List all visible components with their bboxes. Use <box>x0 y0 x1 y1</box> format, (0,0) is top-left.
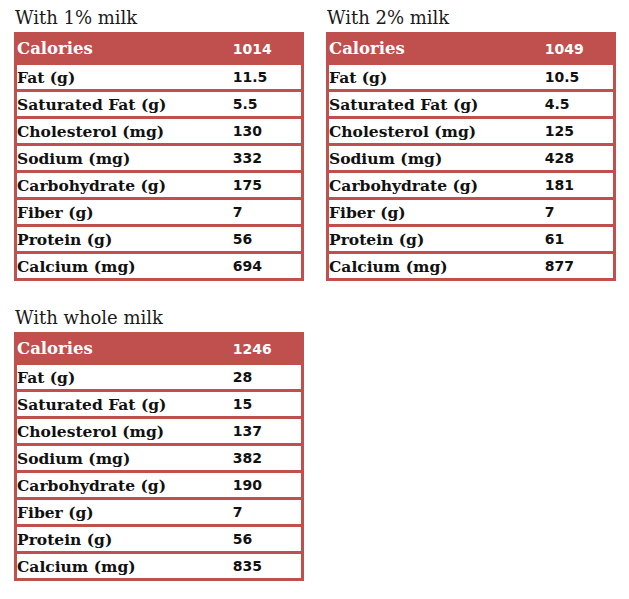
nutrient-label: Fiber (g) <box>16 199 233 226</box>
nutrient-value: 56 <box>233 526 303 553</box>
table-title: With 2% milk <box>327 6 616 29</box>
nutrient-value: 4.5 <box>545 91 615 118</box>
nutrient-value: 1049 <box>545 34 615 64</box>
table-row: Saturated Fat (g) 4.5 <box>328 91 615 118</box>
table-row: Fiber (g) 7 <box>16 199 303 226</box>
nutrient-label: Saturated Fat (g) <box>16 391 233 418</box>
table-row: Saturated Fat (g) 5.5 <box>16 91 303 118</box>
table-title: With 1% milk <box>15 6 304 29</box>
table-row: Protein (g) 56 <box>16 526 303 553</box>
nutrient-label: Fiber (g) <box>328 199 545 226</box>
nutrient-label: Fat (g) <box>16 64 233 91</box>
table-row: Carbohydrate (g) 175 <box>16 172 303 199</box>
table-row: Fat (g) 11.5 <box>16 64 303 91</box>
nutrition-table-2pct-milk: Calories 1049 Fat (g) 10.5 Saturated Fat… <box>326 32 616 281</box>
nutrient-label: Cholesterol (mg) <box>328 118 545 145</box>
nutrient-value: 137 <box>233 418 303 445</box>
page: With 1% milk Calories 1014 Fat (g) 11.5 … <box>0 0 629 599</box>
table-row: Fiber (g) 7 <box>328 199 615 226</box>
table-row: Carbohydrate (g) 190 <box>16 472 303 499</box>
nutrient-label: Calories <box>328 34 545 64</box>
nutrient-label: Saturated Fat (g) <box>16 91 233 118</box>
nutrient-value: 1246 <box>233 334 303 364</box>
nutrient-label: Fiber (g) <box>16 499 233 526</box>
nutrient-value: 877 <box>545 253 615 280</box>
nutrient-value: 125 <box>545 118 615 145</box>
nutrient-value: 7 <box>233 199 303 226</box>
nutrition-block-1pct-milk: With 1% milk Calories 1014 Fat (g) 11.5 … <box>14 6 304 281</box>
nutrient-value: 130 <box>233 118 303 145</box>
nutrient-label: Calories <box>16 34 233 64</box>
table-header-row: Calories 1246 <box>16 334 303 364</box>
nutrition-block-whole-milk: With whole milk Calories 1246 Fat (g) 28… <box>14 306 304 581</box>
nutrient-label: Calcium (mg) <box>328 253 545 280</box>
nutrient-value: 190 <box>233 472 303 499</box>
nutrient-label: Sodium (mg) <box>16 445 233 472</box>
nutrient-value: 7 <box>545 199 615 226</box>
nutrient-value: 5.5 <box>233 91 303 118</box>
table-row: Calcium (mg) 694 <box>16 253 303 280</box>
nutrient-value: 382 <box>233 445 303 472</box>
nutrient-label: Protein (g) <box>16 226 233 253</box>
nutrient-value: 28 <box>233 364 303 391</box>
table-title: With whole milk <box>15 306 304 329</box>
nutrient-value: 428 <box>545 145 615 172</box>
nutrient-value: 56 <box>233 226 303 253</box>
table-header-row: Calories 1014 <box>16 34 303 64</box>
table-row: Sodium (mg) 382 <box>16 445 303 472</box>
nutrient-label: Saturated Fat (g) <box>328 91 545 118</box>
nutrient-value: 175 <box>233 172 303 199</box>
table-row: Cholesterol (mg) 130 <box>16 118 303 145</box>
table-row: Cholesterol (mg) 125 <box>328 118 615 145</box>
table-row: Sodium (mg) 332 <box>16 145 303 172</box>
nutrition-block-2pct-milk: With 2% milk Calories 1049 Fat (g) 10.5 … <box>326 6 616 281</box>
nutrient-label: Carbohydrate (g) <box>16 172 233 199</box>
table-row: Fat (g) 10.5 <box>328 64 615 91</box>
nutrient-label: Cholesterol (mg) <box>16 418 233 445</box>
nutrient-value: 835 <box>233 553 303 580</box>
nutrient-value: 11.5 <box>233 64 303 91</box>
nutrient-value: 332 <box>233 145 303 172</box>
table-row: Protein (g) 56 <box>16 226 303 253</box>
nutrient-value: 181 <box>545 172 615 199</box>
nutrition-table-1pct-milk: Calories 1014 Fat (g) 11.5 Saturated Fat… <box>14 32 304 281</box>
nutrient-label: Fat (g) <box>16 364 233 391</box>
nutrient-label: Cholesterol (mg) <box>16 118 233 145</box>
table-row: Protein (g) 61 <box>328 226 615 253</box>
table-header-row: Calories 1049 <box>328 34 615 64</box>
nutrient-value: 1014 <box>233 34 303 64</box>
nutrient-label: Carbohydrate (g) <box>328 172 545 199</box>
nutrient-label: Calcium (mg) <box>16 253 233 280</box>
nutrient-label: Sodium (mg) <box>328 145 545 172</box>
nutrient-label: Calories <box>16 334 233 364</box>
nutrient-label: Calcium (mg) <box>16 553 233 580</box>
table-row: Calcium (mg) 877 <box>328 253 615 280</box>
table-row: Sodium (mg) 428 <box>328 145 615 172</box>
table-row: Fiber (g) 7 <box>16 499 303 526</box>
nutrient-value: 15 <box>233 391 303 418</box>
nutrient-value: 10.5 <box>545 64 615 91</box>
nutrition-table-whole-milk: Calories 1246 Fat (g) 28 Saturated Fat (… <box>14 332 304 581</box>
table-row: Cholesterol (mg) 137 <box>16 418 303 445</box>
nutrient-label: Protein (g) <box>16 526 233 553</box>
nutrient-label: Fat (g) <box>328 64 545 91</box>
nutrient-label: Carbohydrate (g) <box>16 472 233 499</box>
nutrient-value: 7 <box>233 499 303 526</box>
table-row: Calcium (mg) 835 <box>16 553 303 580</box>
table-row: Fat (g) 28 <box>16 364 303 391</box>
table-row: Saturated Fat (g) 15 <box>16 391 303 418</box>
nutrient-value: 694 <box>233 253 303 280</box>
nutrient-value: 61 <box>545 226 615 253</box>
nutrient-label: Sodium (mg) <box>16 145 233 172</box>
table-row: Carbohydrate (g) 181 <box>328 172 615 199</box>
nutrient-label: Protein (g) <box>328 226 545 253</box>
